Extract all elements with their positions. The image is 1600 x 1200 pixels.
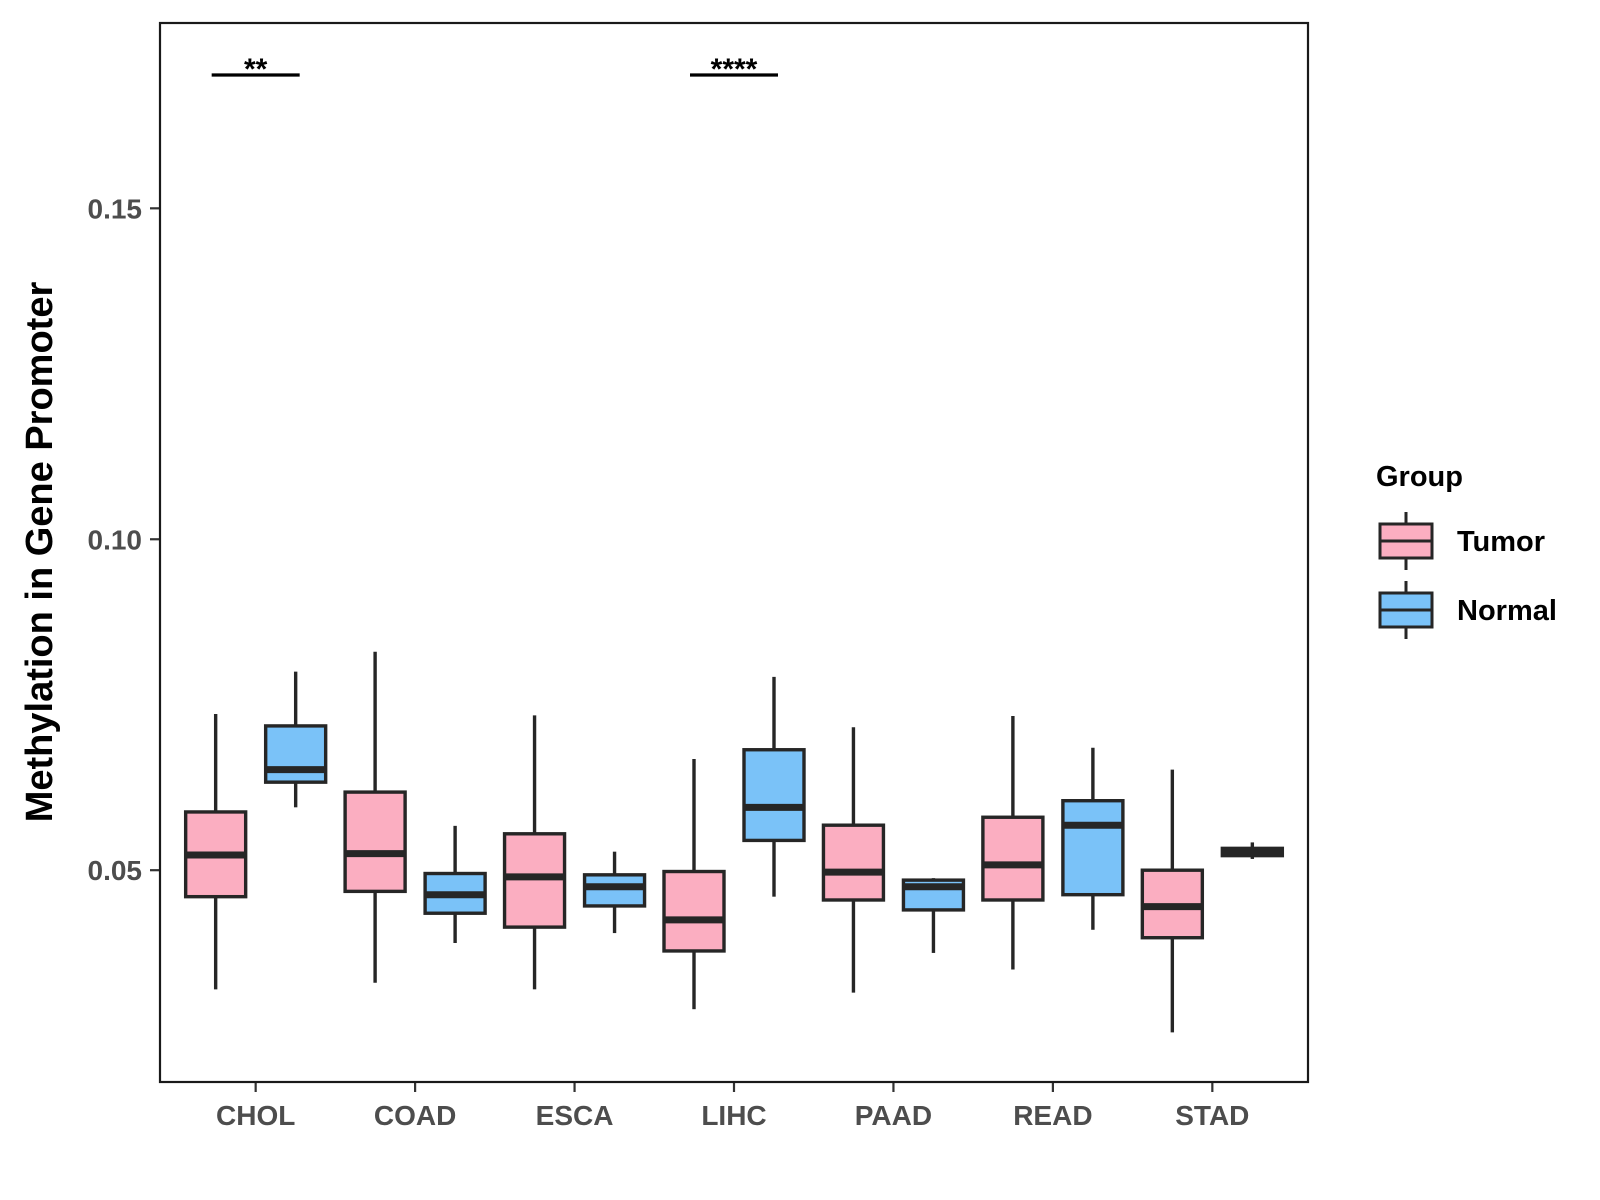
legend-title: Group (1376, 461, 1463, 493)
legend-label-tumor: Tumor (1457, 526, 1545, 558)
y-tick-label: 0.15 (88, 193, 143, 224)
box-tumor-stad (1140, 769, 1205, 1033)
y-tick-label: 0.10 (88, 524, 143, 555)
legend: Group Tumor Normal (1376, 461, 1557, 639)
box-body (1061, 799, 1125, 897)
box-normal-stad (1220, 842, 1285, 859)
box-tumor-lihc (662, 759, 726, 1010)
box-tumor-esca (502, 715, 567, 990)
y-axis: 0.05 0.10 0.15 (88, 193, 160, 886)
x-tick-label: CHOL (216, 1100, 295, 1131)
x-tick-label: STAD (1175, 1100, 1249, 1131)
box-body (343, 790, 407, 894)
box-normal-chol (263, 671, 328, 808)
box-body (582, 873, 647, 908)
box-normal-read (1061, 747, 1125, 930)
legend-key-tumor (1378, 512, 1434, 570)
box-body (742, 748, 806, 843)
box-normal-esca (582, 851, 647, 934)
box-body (263, 724, 328, 784)
significance-label: **** (711, 53, 758, 86)
x-tick-label: READ (1013, 1100, 1092, 1131)
box-body (662, 869, 726, 953)
x-tick-label: LIHC (701, 1100, 766, 1131)
box-body (502, 832, 567, 929)
panel-border (158, 21, 1310, 1084)
box-body (981, 815, 1045, 902)
box-normal-paad (901, 878, 966, 953)
box-normal-coad (423, 825, 487, 944)
legend-label-normal: Normal (1457, 595, 1557, 627)
legend-key-normal (1378, 581, 1434, 639)
significance-annotations: ** **** (211, 53, 778, 86)
panel-background (160, 23, 1308, 1082)
box-normal-lihc (742, 676, 806, 897)
box-tumor-chol (183, 713, 248, 990)
x-tick-label: PAAD (855, 1100, 932, 1131)
x-axis: CHOL COAD ESCA LIHC PAAD READ STAD (216, 1082, 1249, 1131)
box-tumor-read (981, 715, 1045, 970)
box-body (821, 823, 886, 902)
y-axis-title: Methylation in Gene Promoter (19, 282, 61, 823)
boxes-layer (183, 651, 1285, 1033)
x-tick-label: ESCA (536, 1100, 614, 1131)
y-tick-label: 0.05 (88, 855, 143, 886)
box-tumor-paad (821, 727, 886, 993)
x-tick-label: COAD (374, 1100, 456, 1131)
box-tumor-coad (343, 651, 407, 983)
significance-label: ** (244, 53, 268, 86)
